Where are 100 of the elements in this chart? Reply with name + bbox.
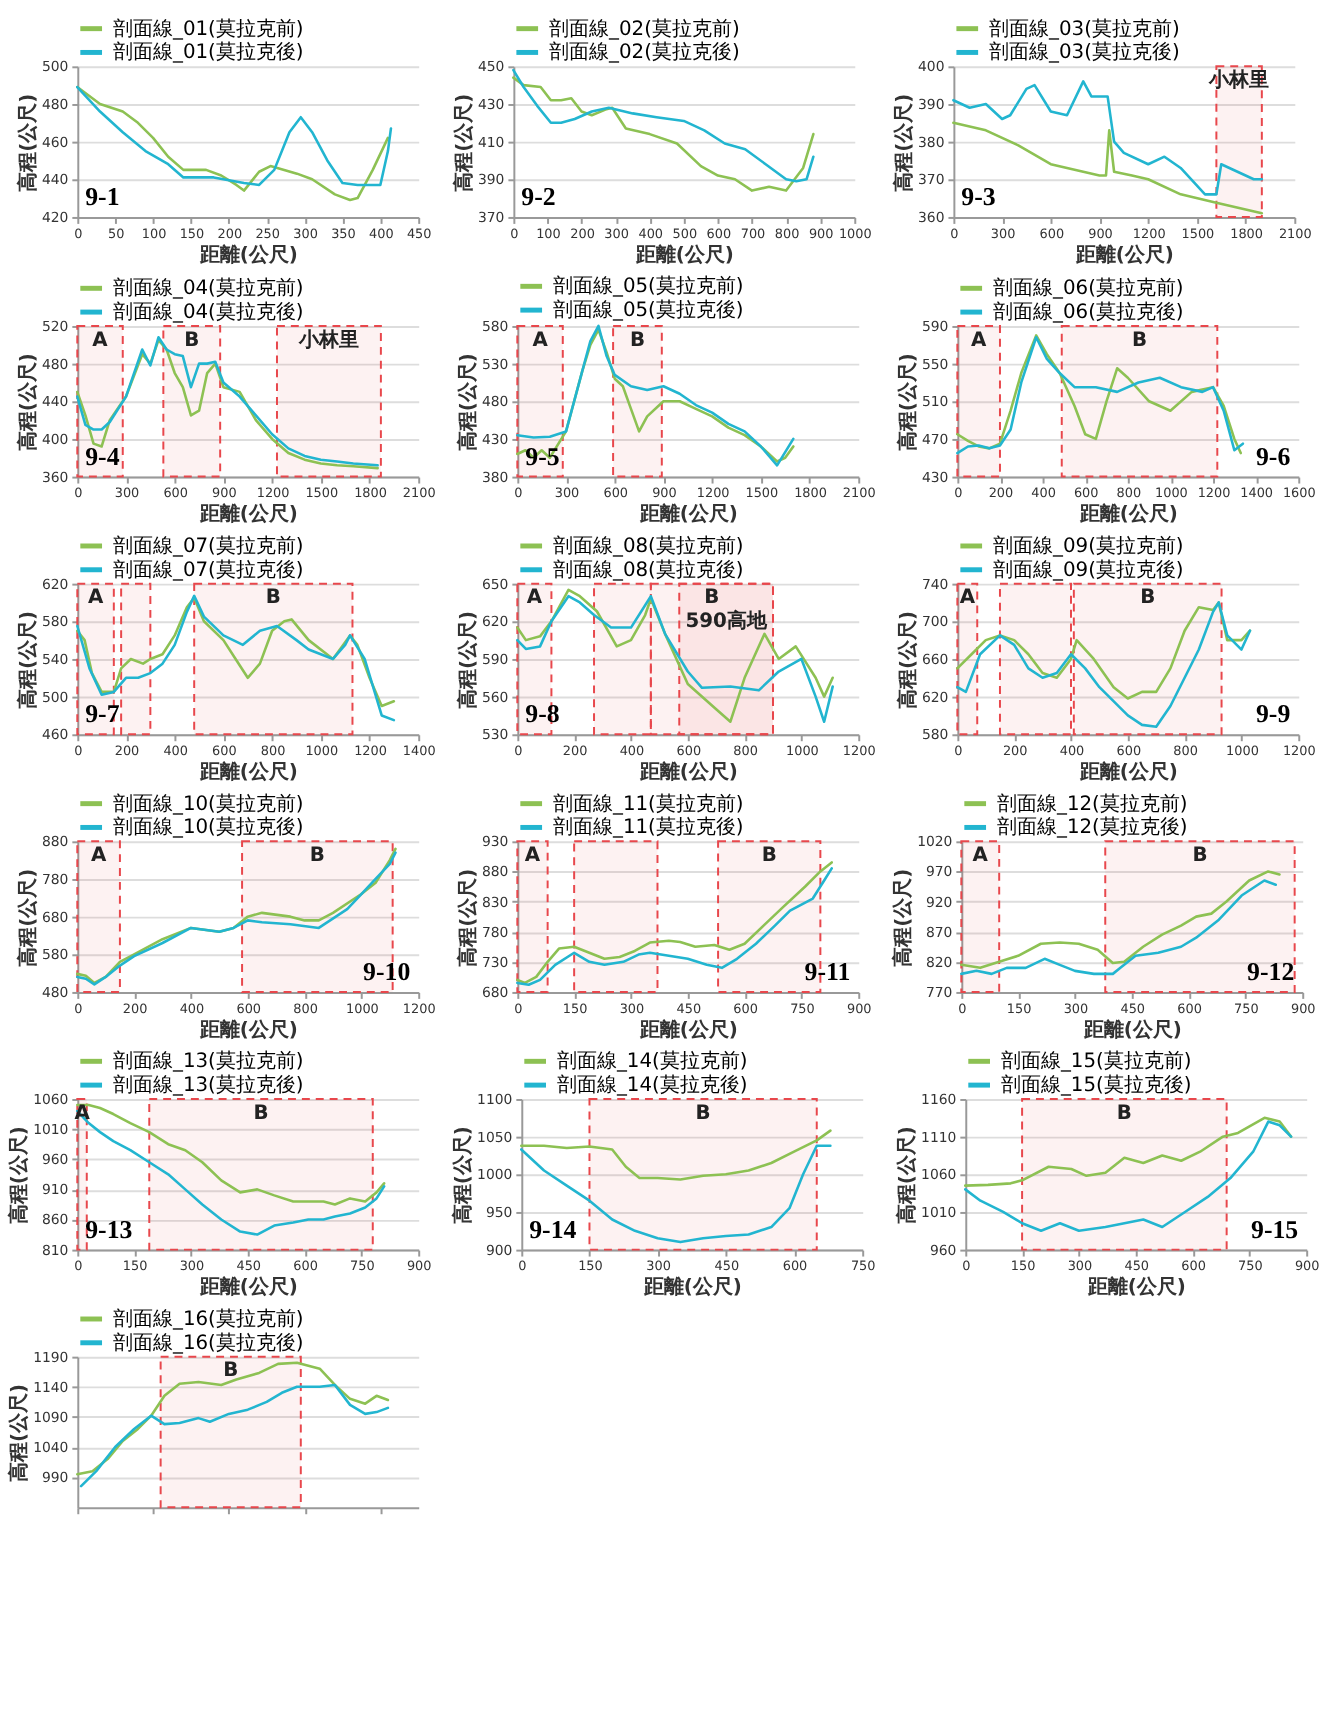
- annotation: 9-2: [521, 183, 556, 212]
- line-series: [952, 121, 1264, 215]
- band-label: A: [959, 587, 976, 610]
- y-axis-title: 高程(公尺): [896, 353, 921, 452]
- annotation: 9-1: [85, 183, 120, 212]
- legend-label: 剖面線_10(莫拉克後): [112, 815, 304, 840]
- band-label: B: [695, 1102, 711, 1125]
- legend-label: 剖面線_03(莫拉克後): [989, 40, 1180, 65]
- legend-label: 剖面線_16(莫拉克後): [112, 1330, 304, 1355]
- band-label: B: [265, 587, 281, 610]
- annotation: 9-8: [525, 700, 561, 729]
- x-axis-title: 距離(公尺): [1077, 502, 1178, 527]
- x-axis-title: 距離(公尺): [1085, 1275, 1186, 1300]
- legend-label: 剖面線_05(莫拉克後): [553, 298, 744, 323]
- band-label: B: [1116, 1102, 1132, 1125]
- annotation: 9-6: [1256, 442, 1292, 471]
- y-axis-title: 高程(公尺): [892, 93, 917, 192]
- x-axis-title: 距離(公尺): [1077, 759, 1178, 784]
- legend-label: 剖面線_12(莫拉克前): [996, 791, 1188, 816]
- annotation: 9-14: [529, 1215, 578, 1244]
- legend-label: 剖面線_12(莫拉克後): [996, 815, 1188, 840]
- band-label: A: [526, 587, 543, 610]
- band-label: A: [87, 587, 104, 610]
- y-axis-title: 高程(公尺): [452, 93, 477, 192]
- y-axis-title: 高程(公尺): [15, 353, 40, 452]
- legend-label: 剖面線_13(莫拉克前): [112, 1049, 304, 1074]
- legend-label: 剖面線_15(莫拉克後): [1000, 1073, 1192, 1098]
- annotation: 9-15: [1251, 1215, 1299, 1244]
- legend-label: 剖面線_01(莫拉克後): [112, 40, 304, 65]
- line-series: [520, 1144, 832, 1244]
- legend-label: 剖面線_02(莫拉克後): [549, 40, 740, 65]
- annotation: 9-4: [85, 442, 121, 471]
- legend-label: 剖面線_15(莫拉克前): [1000, 1049, 1192, 1074]
- band-label: A: [90, 845, 107, 868]
- y-axis-title: 高程(公尺): [456, 353, 480, 452]
- band-label: A: [92, 329, 109, 352]
- band-label: B: [1192, 845, 1208, 868]
- annotation: 9-7: [85, 700, 121, 729]
- band-label: B: [761, 845, 777, 868]
- band-label: B: [309, 845, 325, 868]
- band-label: 590高地: [685, 609, 769, 634]
- annotation: 9-10: [363, 958, 411, 987]
- legend-label: 剖面線_16(莫拉克前): [112, 1306, 304, 1331]
- line-series: [956, 601, 1252, 729]
- legend-label: 剖面線_14(莫拉克前): [556, 1049, 748, 1074]
- y-axis-title: 高程(公尺): [895, 1126, 920, 1225]
- y-axis-title: 高程(公尺): [456, 610, 480, 710]
- annotation: 9-9: [1256, 700, 1291, 729]
- x-axis-title: 距離(公尺): [1081, 1017, 1182, 1042]
- band-label: A: [532, 329, 549, 352]
- line-series: [79, 1383, 390, 1488]
- band-label: A: [970, 329, 987, 352]
- legend-label: 剖面線_06(莫拉克前): [993, 276, 1184, 301]
- legend-label: 剖面線_02(莫拉克前): [549, 16, 740, 41]
- band-label: B: [704, 587, 720, 610]
- legend-label: 剖面線_10(莫拉克前): [112, 791, 304, 816]
- y-axis-title: 高程(公尺): [451, 1126, 476, 1225]
- x-axis-title: 距離(公尺): [197, 1017, 298, 1042]
- band-label: B: [223, 1360, 239, 1383]
- x-axis-title: 距離(公尺): [197, 242, 298, 267]
- legend-label: 剖面線_08(莫拉克前): [553, 533, 744, 558]
- legend-label: 剖面線_07(莫拉克後): [112, 557, 304, 582]
- x-axis-title: 距離(公尺): [633, 242, 734, 267]
- legend-label: 剖面線_04(莫拉克前): [112, 276, 304, 301]
- band-label: 小林里: [1207, 68, 1270, 93]
- y-axis-title: 高程(公尺): [15, 868, 40, 967]
- y-axis-title: 高程(公尺): [15, 610, 40, 710]
- legend-label: 剖面線_13(莫拉克後): [112, 1073, 304, 1098]
- band-label: B: [184, 329, 200, 352]
- y-axis-title: 高程(公尺): [15, 93, 40, 192]
- band-label: B: [1131, 329, 1148, 352]
- legend-label: 剖面線_11(莫拉克後): [553, 815, 744, 840]
- y-axis-title: 高程(公尺): [896, 610, 921, 710]
- band-label: B: [1140, 587, 1156, 610]
- legend-label: 剖面線_06(莫拉克後): [993, 300, 1184, 325]
- line-series: [520, 1129, 832, 1181]
- line-series: [76, 1361, 390, 1476]
- legend-label: 剖面線_07(莫拉克前): [112, 533, 304, 558]
- legend-label: 剖面線_11(莫拉克前): [553, 791, 744, 816]
- legend-label: 剖面線_05(莫拉克前): [553, 274, 744, 299]
- x-axis-title: 距離(公尺): [197, 759, 298, 784]
- legend-label: 剖面線_14(莫拉克後): [556, 1073, 748, 1098]
- band-label: B: [629, 329, 646, 352]
- x-axis-title: 距離(公尺): [637, 502, 738, 527]
- line-series: [956, 601, 1252, 700]
- legend-label: 剖面線_08(莫拉克後): [553, 557, 744, 582]
- y-axis-title: 高程(公尺): [7, 1126, 32, 1225]
- annotation: 9-13: [85, 1215, 133, 1244]
- y-axis-title: 高程(公尺): [7, 1383, 32, 1483]
- legend-label: 剖面線_03(莫拉克前): [989, 16, 1180, 41]
- band-label: 小林里: [296, 327, 359, 352]
- legend-label: 剖面線_04(莫拉克後): [112, 300, 304, 325]
- annotation: 9-11: [804, 958, 851, 987]
- x-axis-title: 距離(公尺): [197, 502, 298, 527]
- y-axis-title: 高程(公尺): [891, 868, 916, 967]
- x-axis-title: 距離(公尺): [1073, 242, 1174, 267]
- band-label: B: [253, 1102, 269, 1125]
- legend-label: 剖面線_09(莫拉克前): [993, 533, 1184, 558]
- band-label: A: [972, 845, 989, 868]
- annotation: 9-12: [1247, 958, 1295, 987]
